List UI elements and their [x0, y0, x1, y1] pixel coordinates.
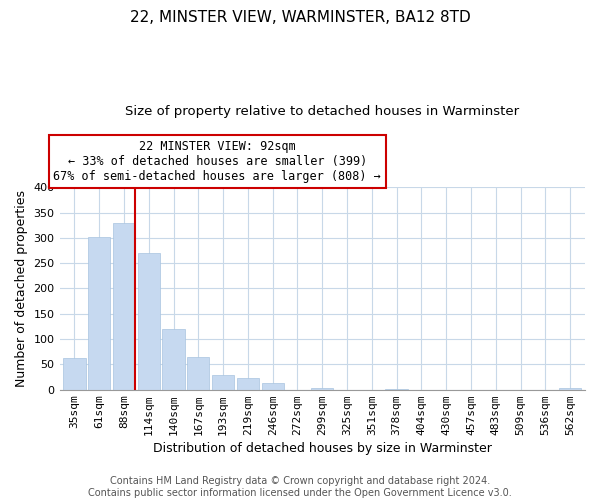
Bar	[559, 388, 581, 390]
Y-axis label: Number of detached properties: Number of detached properties	[15, 190, 28, 387]
Bar	[237, 378, 259, 390]
Text: 22 MINSTER VIEW: 92sqm
← 33% of detached houses are smaller (399)
67% of semi-de: 22 MINSTER VIEW: 92sqm ← 33% of detached…	[53, 140, 381, 183]
Bar	[163, 329, 185, 390]
Title: Size of property relative to detached houses in Warminster: Size of property relative to detached ho…	[125, 105, 520, 118]
Bar	[187, 358, 209, 390]
Bar	[212, 375, 234, 390]
Bar	[311, 388, 334, 390]
Bar	[88, 237, 110, 390]
Bar	[63, 358, 86, 390]
Text: Contains HM Land Registry data © Crown copyright and database right 2024.
Contai: Contains HM Land Registry data © Crown c…	[88, 476, 512, 498]
X-axis label: Distribution of detached houses by size in Warminster: Distribution of detached houses by size …	[153, 442, 492, 455]
Text: 22, MINSTER VIEW, WARMINSTER, BA12 8TD: 22, MINSTER VIEW, WARMINSTER, BA12 8TD	[130, 10, 470, 25]
Bar	[385, 388, 408, 390]
Bar	[113, 222, 135, 390]
Bar	[137, 252, 160, 390]
Bar	[262, 383, 284, 390]
